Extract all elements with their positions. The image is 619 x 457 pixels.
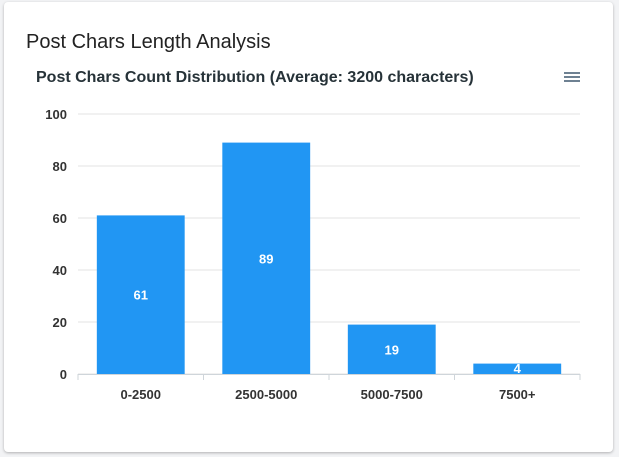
chart-title: Post Chars Count Distribution (Average: … xyxy=(36,69,474,86)
x-tick-label: 2500-5000 xyxy=(235,387,297,402)
y-tick-label: 80 xyxy=(53,159,67,174)
hamburger-menu-icon xyxy=(564,72,580,82)
data-label: 4 xyxy=(514,361,522,376)
bar xyxy=(347,324,436,374)
data-label: 61 xyxy=(134,288,148,303)
y-tick-label: 20 xyxy=(53,315,67,330)
y-axis: 0 20 40 60 80 100 xyxy=(45,107,67,382)
data-label: 19 xyxy=(385,342,399,357)
bar xyxy=(222,142,311,374)
card-title: Post Chars Length Analysis xyxy=(26,31,271,53)
chart-menu-button[interactable] xyxy=(563,69,581,85)
data-label: 89 xyxy=(259,251,273,266)
x-tick-label: 5000-7500 xyxy=(361,387,423,402)
y-tick-label: 100 xyxy=(45,107,67,122)
bar xyxy=(96,215,185,374)
x-axis: 0-2500 2500-5000 5000-7500 7500+ xyxy=(77,374,581,402)
x-tick-label: 0-2500 xyxy=(121,387,161,402)
y-tick-label: 0 xyxy=(60,367,67,382)
y-tick-label: 60 xyxy=(53,211,67,226)
x-tick-label: 7500+ xyxy=(499,387,536,402)
y-tick-label: 40 xyxy=(53,263,67,278)
bar-chart: Post Chars Count Distribution (Average: … xyxy=(36,69,581,402)
chart-card: Post Chars Length Analysis Post Chars Co… xyxy=(4,2,613,452)
bars: 61 89 19 4 xyxy=(96,142,562,376)
bar xyxy=(473,363,562,374)
